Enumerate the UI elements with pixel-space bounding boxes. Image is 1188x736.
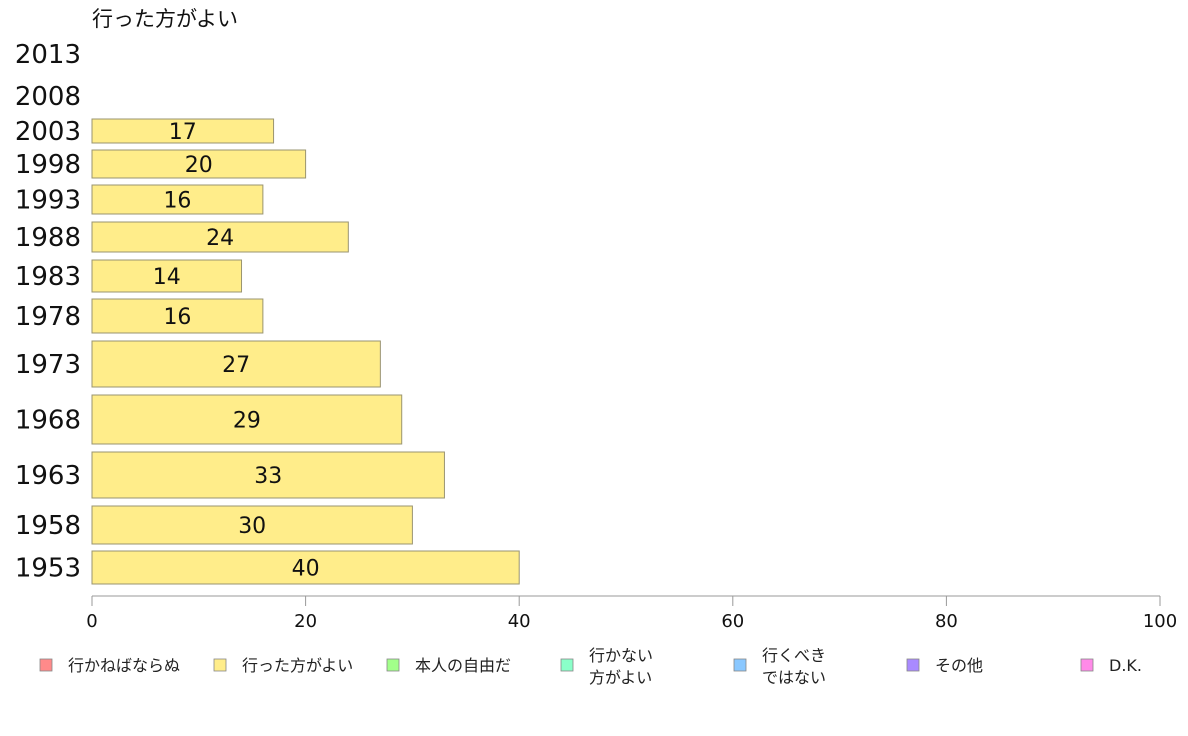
legend-label: 本人の自由だ bbox=[415, 656, 511, 675]
bar-value-label: 16 bbox=[163, 189, 191, 214]
legend-label: 行くべき bbox=[762, 646, 826, 665]
bar bbox=[91, 451, 445, 499]
bar bbox=[91, 221, 349, 253]
chart-title: 行った方がよい bbox=[92, 7, 238, 31]
bar-value-label: 30 bbox=[238, 514, 266, 539]
year-label: 1993 bbox=[15, 186, 81, 216]
x-tick-label: 20 bbox=[294, 611, 317, 632]
legend-label: ではない bbox=[762, 668, 826, 687]
bar-value-label: 16 bbox=[163, 305, 191, 330]
bar-value-label: 14 bbox=[153, 265, 181, 290]
legend-label: 行かない bbox=[589, 646, 653, 665]
year-label: 1958 bbox=[15, 511, 81, 541]
year-label: 1998 bbox=[15, 150, 81, 180]
year-label: 1973 bbox=[15, 350, 81, 380]
year-label: 1988 bbox=[15, 223, 81, 253]
legend-label: 行かねばならぬ bbox=[68, 656, 180, 675]
legend-swatch bbox=[560, 658, 574, 672]
bar bbox=[91, 340, 381, 388]
bar-value-label: 20 bbox=[185, 153, 213, 178]
bar bbox=[91, 259, 243, 293]
x-tick-label: 0 bbox=[86, 611, 97, 632]
legend-label: その他 bbox=[935, 656, 983, 675]
legend-label: D.K. bbox=[1109, 656, 1142, 675]
bar-value-label: 17 bbox=[169, 120, 197, 145]
bar bbox=[91, 394, 403, 445]
legend-label: 方がよい bbox=[589, 668, 652, 687]
x-tick-label: 100 bbox=[1143, 611, 1177, 632]
legend-swatch bbox=[733, 658, 747, 672]
bar-rows: 2013 2008 2003 17 1998 20 1993 16 1988 24 1983 14 19… bbox=[15, 40, 520, 585]
legend-label: 行った方がよい bbox=[242, 656, 353, 675]
year-label: 1963 bbox=[15, 461, 81, 491]
bar-value-label: 27 bbox=[222, 353, 250, 378]
bar-value-label: 29 bbox=[233, 409, 261, 434]
bar bbox=[91, 550, 520, 585]
legend-swatch bbox=[39, 658, 53, 672]
bar bbox=[91, 184, 264, 215]
year-label: 1978 bbox=[15, 302, 81, 332]
year-label: 2013 bbox=[15, 40, 81, 70]
x-tick-label: 60 bbox=[721, 611, 744, 632]
x-axis: 0 20 40 60 80 100 bbox=[86, 595, 1177, 632]
bar-value-label: 33 bbox=[254, 464, 282, 489]
legend-swatch bbox=[213, 658, 227, 672]
year-label: 2003 bbox=[15, 117, 81, 147]
year-label: 1983 bbox=[15, 262, 81, 292]
x-tick-label: 80 bbox=[935, 611, 958, 632]
x-tick-label: 40 bbox=[508, 611, 531, 632]
bar bbox=[91, 149, 307, 179]
legend-swatch bbox=[906, 658, 920, 672]
year-label: 2008 bbox=[15, 82, 81, 112]
bar-value-label: 24 bbox=[206, 226, 234, 251]
legend-swatch bbox=[1080, 658, 1094, 672]
bar bbox=[91, 298, 264, 334]
bar bbox=[91, 505, 413, 545]
bar-value-label: 40 bbox=[292, 557, 320, 582]
year-label: 1968 bbox=[15, 406, 81, 436]
legend-swatch bbox=[386, 658, 400, 672]
bar bbox=[91, 118, 275, 144]
year-label: 1953 bbox=[15, 554, 81, 584]
